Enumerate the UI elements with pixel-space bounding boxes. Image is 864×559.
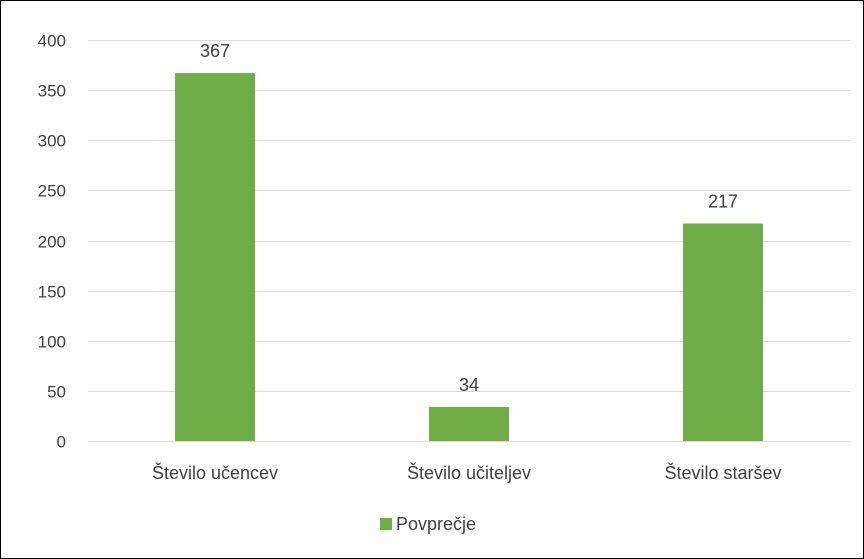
y-axis-tick-labels: 0 50 100 150 200 250 300 350 400: [38, 32, 66, 452]
y-tick-label: 400: [38, 32, 66, 51]
y-tick-label: 100: [38, 333, 66, 352]
y-tick-label: 150: [38, 283, 66, 302]
y-tick-label: 300: [38, 132, 66, 151]
bar-2: [429, 406, 509, 441]
y-tick-label: 350: [38, 82, 66, 101]
y-tick-label: 50: [47, 383, 66, 402]
bar-3: [683, 223, 763, 441]
category-label-1: Število učencev: [152, 462, 278, 483]
data-label-2: 34: [459, 375, 479, 395]
category-label-2: Število učiteljev: [407, 462, 531, 483]
data-label-1: 367: [200, 41, 230, 61]
legend: Povprečje: [380, 514, 476, 534]
y-tick-label: 200: [38, 233, 66, 252]
y-tick-label: 250: [38, 182, 66, 201]
data-labels: 367 34 217: [200, 41, 738, 395]
legend-label: Povprečje: [396, 514, 476, 534]
category-label-3: Število staršev: [664, 462, 781, 483]
y-tick-label: 0: [57, 433, 66, 452]
x-axis-category-labels: Število učencev Število učiteljev Število …: [152, 462, 782, 483]
data-label-3: 217: [708, 192, 738, 212]
bars: [175, 73, 763, 441]
legend-swatch: [380, 518, 392, 530]
bar-1: [175, 73, 255, 441]
